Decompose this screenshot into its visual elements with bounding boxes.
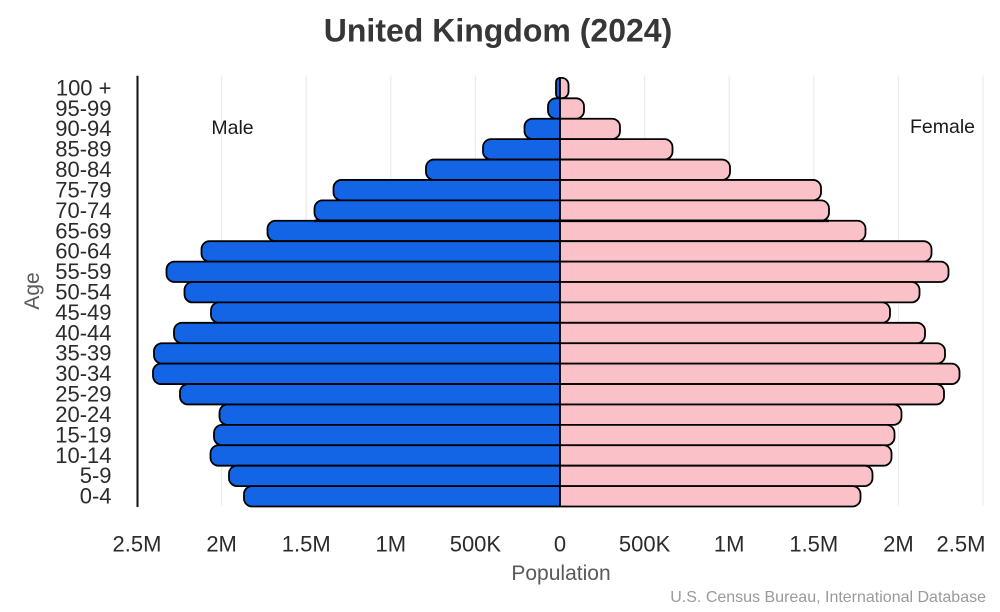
svg-text:U.S. Census Bureau, Internatio: U.S. Census Bureau, International Databa… (670, 589, 986, 606)
svg-text:85-89: 85-89 (55, 137, 111, 162)
svg-text:1M: 1M (376, 532, 407, 557)
svg-text:2M: 2M (883, 532, 914, 557)
svg-text:50-54: 50-54 (55, 280, 111, 305)
svg-text:80-84: 80-84 (55, 157, 111, 182)
svg-text:500K: 500K (619, 532, 671, 557)
svg-text:75-79: 75-79 (55, 177, 111, 202)
svg-text:45-49: 45-49 (55, 300, 111, 325)
svg-text:1M: 1M (714, 532, 745, 557)
svg-text:35-39: 35-39 (55, 341, 111, 366)
svg-text:10-14: 10-14 (55, 443, 111, 468)
svg-text:0: 0 (554, 532, 566, 557)
svg-text:90-94: 90-94 (55, 116, 111, 141)
svg-text:Population: Population (511, 562, 610, 585)
svg-text:0-4: 0-4 (80, 484, 112, 509)
svg-text:2.5M: 2.5M (937, 532, 986, 557)
svg-text:65-69: 65-69 (55, 218, 111, 243)
svg-text:1.5M: 1.5M (789, 532, 838, 557)
svg-text:2M: 2M (206, 532, 237, 557)
svg-text:United Kingdom (2024): United Kingdom (2024) (324, 13, 672, 49)
svg-text:40-44: 40-44 (55, 320, 111, 345)
svg-text:55-59: 55-59 (55, 259, 111, 284)
svg-text:Age: Age (21, 272, 44, 309)
svg-text:30-34: 30-34 (55, 361, 111, 386)
svg-text:60-64: 60-64 (55, 239, 111, 264)
svg-text:Male: Male (211, 117, 253, 139)
svg-text:500K: 500K (450, 532, 502, 557)
svg-text:20-24: 20-24 (55, 402, 111, 427)
svg-text:1.5M: 1.5M (282, 532, 331, 557)
svg-text:95-99: 95-99 (55, 96, 111, 121)
svg-text:100 +: 100 + (56, 75, 112, 100)
svg-text:70-74: 70-74 (55, 198, 111, 223)
svg-text:15-19: 15-19 (55, 422, 111, 447)
svg-text:5-9: 5-9 (80, 463, 112, 488)
svg-text:25-29: 25-29 (55, 382, 111, 407)
svg-text:2.5M: 2.5M (113, 532, 162, 557)
svg-text:Female: Female (910, 116, 975, 138)
